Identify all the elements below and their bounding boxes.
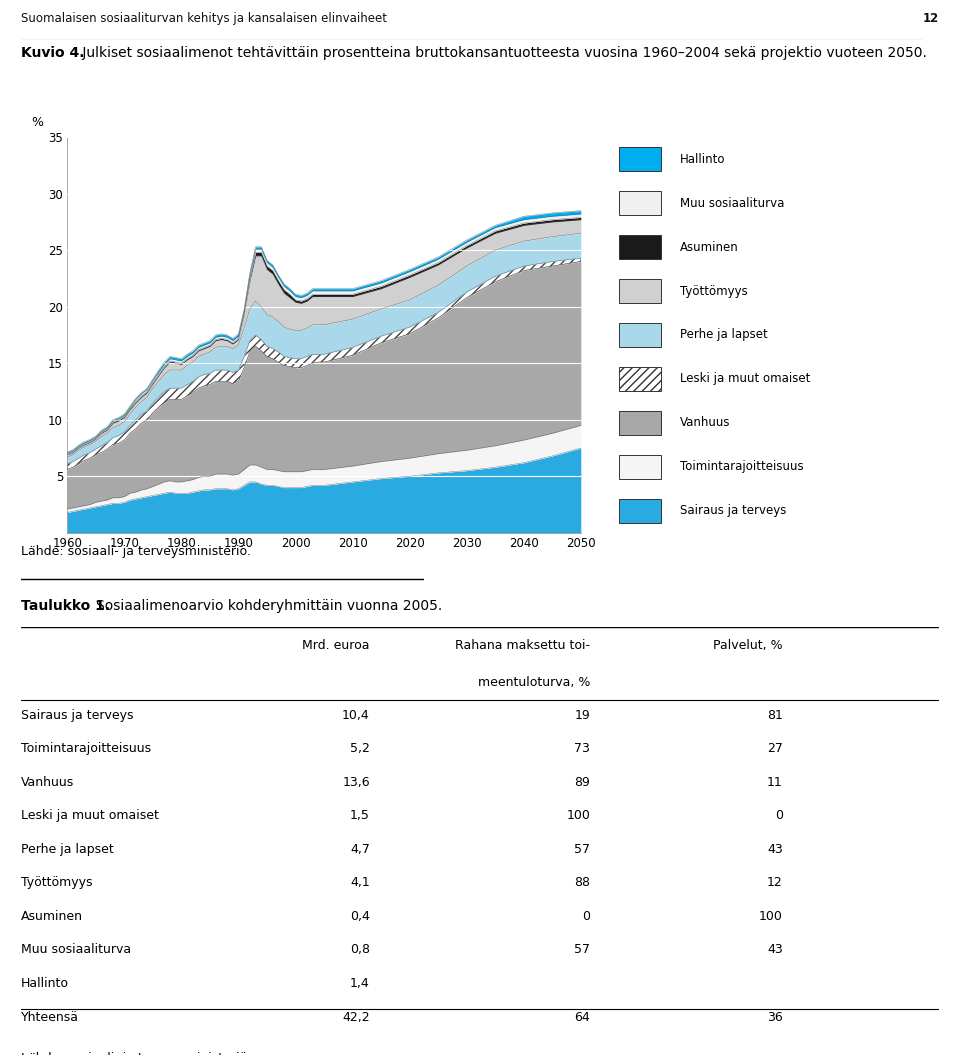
Text: 88: 88 <box>574 877 590 889</box>
Text: 12: 12 <box>923 12 939 24</box>
Text: 100: 100 <box>566 809 590 822</box>
Text: Mrd. euroa: Mrd. euroa <box>302 639 370 652</box>
Text: Suomalaisen sosiaaliturvan kehitys ja kansalaisen elinvaiheet: Suomalaisen sosiaaliturvan kehitys ja ka… <box>21 12 387 24</box>
Text: Perhe ja lapset: Perhe ja lapset <box>681 328 768 342</box>
Text: Hallinto: Hallinto <box>21 977 69 990</box>
Text: %: % <box>32 116 43 129</box>
Text: Sairaus ja terveys: Sairaus ja terveys <box>21 709 133 722</box>
Text: 81: 81 <box>767 709 782 722</box>
Text: Kuvio 4.: Kuvio 4. <box>21 46 84 60</box>
Text: Muu sosiaaliturva: Muu sosiaaliturva <box>681 196 784 210</box>
Text: 100: 100 <box>759 909 782 923</box>
Text: 36: 36 <box>767 1011 782 1023</box>
Text: Vanhuus: Vanhuus <box>681 417 731 429</box>
Text: 57: 57 <box>574 843 590 856</box>
Text: Palvelut, %: Palvelut, % <box>713 639 782 652</box>
Text: Leski ja muut omaiset: Leski ja muut omaiset <box>681 372 810 385</box>
Text: Työttömyys: Työttömyys <box>21 877 92 889</box>
Text: Sairaus ja terveys: Sairaus ja terveys <box>681 504 786 517</box>
Bar <box>619 410 661 435</box>
Text: Sosiaalimenoarvio kohderyhmittäin vuonna 2005.: Sosiaalimenoarvio kohderyhmittäin vuonna… <box>96 598 443 613</box>
Text: 11: 11 <box>767 775 782 789</box>
Text: 0: 0 <box>775 809 782 822</box>
Text: 43: 43 <box>767 843 782 856</box>
Text: Asuminen: Asuminen <box>681 241 739 253</box>
Bar <box>619 191 661 215</box>
Text: Toimintarajoitteisuus: Toimintarajoitteisuus <box>681 460 804 474</box>
Text: 10,4: 10,4 <box>342 709 370 722</box>
Text: Lähde: sosiaali- ja terveysministeriö.: Lähde: sosiaali- ja terveysministeriö. <box>21 544 251 558</box>
Text: 27: 27 <box>767 742 782 755</box>
Text: 64: 64 <box>574 1011 590 1023</box>
Bar <box>619 279 661 303</box>
Text: Rahana maksettu toi-: Rahana maksettu toi- <box>455 639 590 652</box>
Text: 5,2: 5,2 <box>350 742 370 755</box>
Bar <box>619 455 661 479</box>
Text: 73: 73 <box>574 742 590 755</box>
Bar <box>619 235 661 260</box>
Text: 89: 89 <box>574 775 590 789</box>
Text: Toimintarajoitteisuus: Toimintarajoitteisuus <box>21 742 152 755</box>
Text: 1,4: 1,4 <box>350 977 370 990</box>
Text: 42,2: 42,2 <box>343 1011 370 1023</box>
Text: Hallinto: Hallinto <box>681 153 726 166</box>
Text: 4,1: 4,1 <box>350 877 370 889</box>
Text: Julkiset sosiaalimenot tehtävittäin prosentteina bruttokansantuotteesta vuosin: Julkiset sosiaalimenot tehtävittäin pr… <box>78 46 927 60</box>
Text: Asuminen: Asuminen <box>21 909 84 923</box>
Text: Taulukko 1.: Taulukko 1. <box>21 598 110 613</box>
Text: 0: 0 <box>582 909 590 923</box>
Bar <box>619 147 661 171</box>
Text: Työttömyys: Työttömyys <box>681 285 748 298</box>
Bar <box>619 323 661 347</box>
Text: Leski ja muut omaiset: Leski ja muut omaiset <box>21 809 159 822</box>
Text: 19: 19 <box>574 709 590 722</box>
Bar <box>619 499 661 523</box>
Text: 0,8: 0,8 <box>349 943 370 957</box>
Bar <box>619 367 661 391</box>
Text: 57: 57 <box>574 943 590 957</box>
Text: 12: 12 <box>767 877 782 889</box>
Text: Lähde: sosiaali- ja terveysministeriö.: Lähde: sosiaali- ja terveysministeriö. <box>21 1053 251 1055</box>
Text: Perhe ja lapset: Perhe ja lapset <box>21 843 114 856</box>
Text: 1,5: 1,5 <box>350 809 370 822</box>
Text: 4,7: 4,7 <box>350 843 370 856</box>
Text: 43: 43 <box>767 943 782 957</box>
Text: meentuloturva, %: meentuloturva, % <box>478 676 590 689</box>
Text: 0,4: 0,4 <box>350 909 370 923</box>
Text: 13,6: 13,6 <box>343 775 370 789</box>
Text: Yhteensä: Yhteensä <box>21 1011 79 1023</box>
Text: Vanhuus: Vanhuus <box>21 775 74 789</box>
Text: Muu sosiaaliturva: Muu sosiaaliturva <box>21 943 132 957</box>
